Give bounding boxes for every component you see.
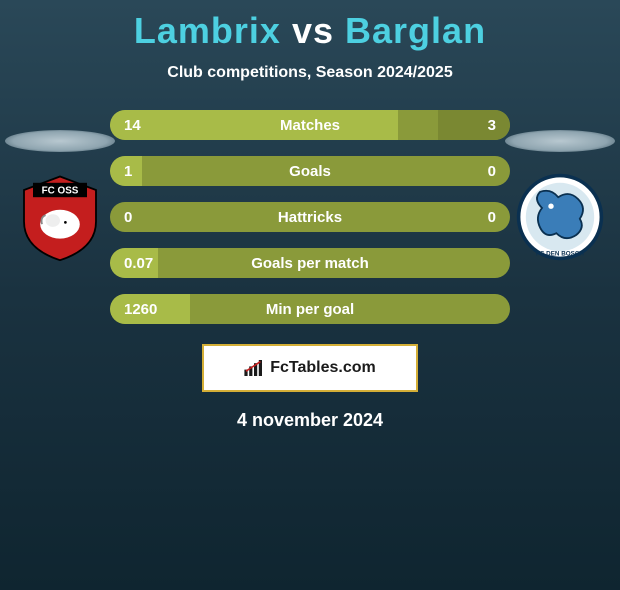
stat-row: 00Hattricks: [110, 202, 510, 232]
club-right: FC DEN BOSCH: [500, 130, 620, 262]
stat-row: 10Goals: [110, 156, 510, 186]
player2-name: Barglan: [345, 10, 486, 51]
page-title: Lambrix vs Barglan: [0, 10, 620, 52]
svg-text:FC DEN BOSCH: FC DEN BOSCH: [536, 251, 584, 258]
bar-chart-icon: [244, 360, 264, 376]
brand-box[interactable]: FcTables.com: [202, 344, 418, 392]
club-badge-left: FC OSS: [15, 172, 105, 262]
vs-text: vs: [292, 10, 334, 51]
stat-row: 0.07Goals per match: [110, 248, 510, 278]
club-badge-right: FC DEN BOSCH: [515, 172, 605, 262]
stat-label: Hattricks: [110, 209, 510, 226]
stat-label: Min per goal: [110, 301, 510, 318]
shadow-ellipse-right: [505, 130, 615, 152]
brand-text: FcTables.com: [270, 359, 376, 377]
shadow-ellipse-left: [5, 130, 115, 152]
club-logo-right-icon: FC DEN BOSCH: [515, 172, 605, 262]
svg-text:FC OSS: FC OSS: [42, 186, 79, 197]
stat-label: Goals: [110, 163, 510, 180]
stat-row: 1260Min per goal: [110, 294, 510, 324]
date-text: 4 november 2024: [0, 410, 620, 431]
club-left: FC OSS: [0, 130, 120, 262]
stat-label: Matches: [110, 117, 510, 134]
subtitle: Club competitions, Season 2024/2025: [0, 64, 620, 82]
club-logo-left-icon: FC OSS: [15, 172, 105, 262]
stat-label: Goals per match: [110, 255, 510, 272]
player1-name: Lambrix: [134, 10, 281, 51]
stat-row: 143Matches: [110, 110, 510, 140]
